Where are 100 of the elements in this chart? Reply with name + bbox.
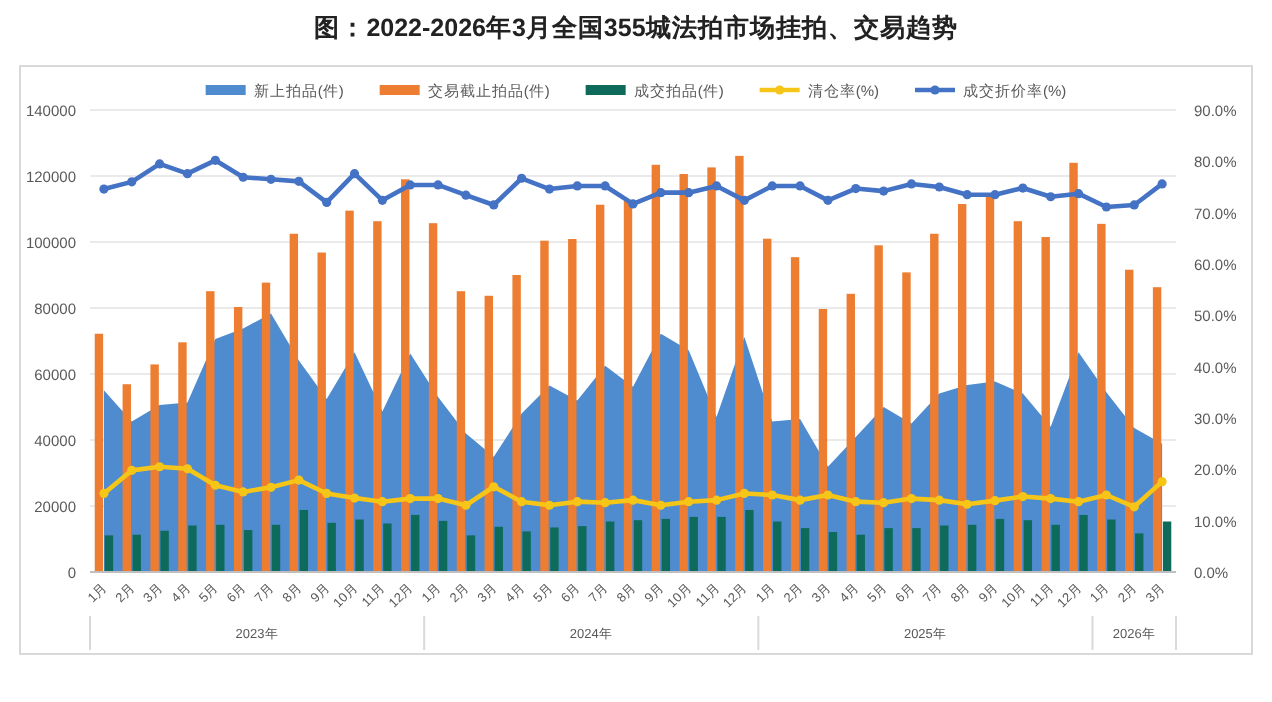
point [155,462,165,472]
bar [484,295,493,572]
bar [438,520,448,572]
point [349,493,360,503]
bar [568,239,577,572]
point [711,495,722,505]
bar [550,527,559,572]
bar [595,204,605,572]
point [517,173,527,183]
point [377,497,387,507]
bar [373,221,382,572]
bar [1013,221,1023,572]
bar [930,233,939,572]
point [739,195,749,205]
point [1018,491,1028,502]
point [433,493,443,504]
bar [800,528,810,572]
point [99,488,109,499]
point [934,495,944,505]
bar [383,523,392,572]
bar [122,384,131,572]
bar [327,522,336,572]
bar [912,528,921,572]
point [322,488,332,499]
point [294,176,304,186]
point [127,465,137,475]
point [1046,192,1056,202]
point [795,495,805,505]
bar [707,167,716,572]
point [238,487,248,497]
point [851,497,861,507]
bar [578,526,587,572]
bar [846,293,855,572]
point [684,188,694,198]
bar [995,518,1005,572]
point [684,497,694,507]
bar [466,535,476,572]
point [823,490,833,500]
bar [1069,162,1078,572]
point [879,498,889,508]
bar [773,521,782,572]
point [1101,490,1111,500]
point [1073,189,1084,199]
point [99,184,109,194]
bar [160,530,169,572]
point [962,499,972,509]
point [155,159,165,169]
bar [299,509,309,572]
bar [216,524,225,572]
bar [512,275,521,572]
bar [828,532,838,572]
bar [345,210,354,572]
point [600,498,610,508]
bar [1079,514,1088,572]
bar [522,531,531,572]
bar [271,524,281,572]
point [182,169,193,179]
bar [818,308,828,572]
point [600,181,610,191]
bar [206,291,215,572]
bar [633,520,643,572]
bar [623,200,633,572]
bar [661,518,671,572]
bar [735,155,744,572]
bar [1162,521,1172,572]
point [711,181,722,191]
point [349,169,360,179]
point [517,497,527,507]
point [990,496,1000,506]
point [489,200,499,210]
point [795,181,805,191]
bar [188,525,197,572]
point [1157,477,1167,487]
point [906,493,917,504]
point [934,182,944,192]
bar [494,526,503,572]
point [906,179,917,189]
bar [233,307,243,572]
bar [401,179,410,572]
bar [874,245,883,572]
bar [243,530,253,572]
point [739,488,749,499]
bar [178,342,187,572]
point [572,181,582,191]
point [962,190,972,200]
bar [902,272,911,572]
point [544,184,555,194]
point [1073,497,1084,507]
point [628,199,638,209]
bar [1023,520,1033,572]
point [656,500,666,510]
bar [411,514,420,572]
bar [763,238,772,572]
point [377,195,387,205]
bar [1051,524,1060,572]
bar [679,174,688,572]
bar [1152,287,1162,572]
point [461,190,471,200]
point [210,155,220,165]
point [210,480,220,490]
